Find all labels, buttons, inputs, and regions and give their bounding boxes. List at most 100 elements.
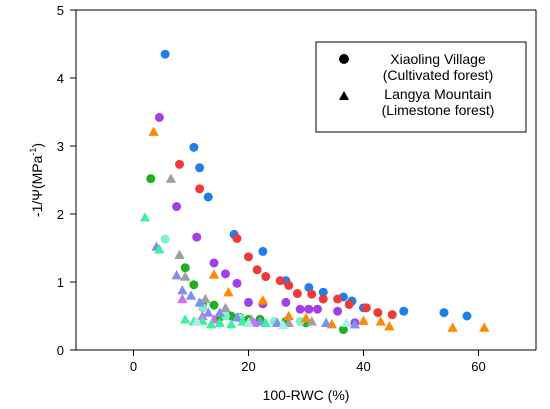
y-axis-title-sup: -1 — [28, 148, 38, 156]
data-point-triangle — [254, 316, 266, 326]
data-point-circle — [232, 233, 242, 243]
data-point-triangle — [283, 317, 294, 327]
legend: Xiaoling Village (Cultivated forest) Lan… — [315, 41, 527, 133]
data-point-circle — [318, 294, 328, 304]
data-point-circle — [252, 265, 262, 275]
y-axis-title-main: -1/Ψ(MPa — [29, 155, 45, 217]
legend-label-0-line1: Xiaoling Village — [390, 51, 486, 67]
data-point-circle — [333, 294, 343, 304]
data-point-triangle — [214, 307, 225, 317]
data-point-triangle — [185, 290, 197, 300]
data-point-circle — [232, 278, 242, 288]
data-point-triangle — [479, 322, 490, 332]
data-point-circle — [399, 306, 409, 316]
data-point-triangle — [349, 318, 361, 329]
data-point-circle — [387, 310, 397, 320]
data-point-circle — [318, 287, 328, 297]
data-point-triangle — [243, 317, 254, 327]
y-axis-title-close: ) — [29, 143, 45, 148]
data-point-circle — [284, 280, 294, 290]
y-axis-title: -1/Ψ(MPa-1) — [28, 143, 45, 217]
legend-label-1-line1: Langya Mountain — [384, 86, 491, 102]
x-tick-label: 0 — [130, 359, 137, 374]
data-point-triangle — [375, 316, 386, 326]
y-tick-label: 5 — [57, 3, 64, 18]
data-point-circle — [160, 49, 170, 59]
data-point-triangle — [177, 293, 188, 304]
data-point-circle — [154, 112, 164, 122]
data-point-circle — [462, 311, 472, 321]
data-point-circle — [281, 297, 291, 307]
data-point-triangle — [226, 318, 237, 329]
data-point-triangle — [384, 321, 395, 331]
data-point-triangle — [205, 318, 217, 329]
y-tick-label: 1 — [57, 275, 64, 290]
data-point-circle — [146, 174, 156, 184]
data-point-triangle — [191, 316, 202, 326]
data-point-triangle — [283, 310, 294, 321]
data-point-triangle — [214, 317, 225, 327]
data-point-triangle — [260, 317, 271, 327]
x-tick-label: 60 — [471, 359, 485, 374]
data-point-triangle — [177, 284, 188, 295]
data-point-circle — [209, 300, 219, 310]
data-point-circle — [180, 263, 190, 273]
data-point-triangle — [257, 295, 269, 305]
data-point-triangle — [197, 310, 208, 321]
data-point-triangle — [277, 319, 289, 329]
data-point-circle — [338, 325, 348, 335]
legend-box — [315, 41, 527, 133]
data-point-circle — [295, 304, 305, 314]
data-point-circle — [244, 252, 253, 262]
legend-triangle-marker — [339, 91, 349, 100]
x-tick-label: 20 — [241, 359, 255, 374]
data-point-triangle — [320, 317, 332, 327]
data-point-circle — [304, 282, 314, 292]
data-point-triangle — [272, 317, 283, 327]
y-tick-label: 2 — [57, 207, 64, 222]
y-tick-label: 3 — [57, 139, 64, 154]
y-tick-label: 0 — [57, 343, 64, 358]
data-point-triangle — [341, 317, 352, 327]
data-point-circle — [172, 202, 182, 212]
data-point-triangle — [203, 307, 214, 317]
legend-circle-marker — [339, 54, 349, 64]
data-point-triangle — [231, 312, 243, 322]
data-point-triangle — [180, 271, 191, 281]
data-point-triangle — [148, 126, 159, 136]
data-point-circle — [307, 289, 317, 299]
data-point-triangle — [306, 316, 317, 326]
legend-label-1-line2: (Limestone forest) — [382, 102, 495, 118]
data-point-triangle — [154, 244, 165, 254]
data-point-circle — [160, 234, 170, 244]
plot-area — [75, 9, 537, 351]
data-points — [139, 49, 490, 335]
data-point-circle — [361, 303, 371, 313]
x-axis-title: 100-RWC (%) — [263, 387, 350, 403]
data-point-circle — [195, 163, 205, 173]
data-point-circle — [333, 306, 343, 316]
data-point-circle — [304, 304, 314, 314]
data-point-circle — [258, 246, 268, 256]
data-point-circle — [292, 289, 302, 299]
data-point-triangle — [139, 212, 151, 222]
data-point-triangle — [300, 312, 312, 323]
x-tick-label: 40 — [356, 359, 370, 374]
data-point-triangle — [180, 314, 191, 324]
data-point-triangle — [171, 270, 182, 280]
data-point-circle — [261, 272, 271, 282]
data-point-circle — [175, 159, 184, 169]
y-tick-label: 4 — [57, 71, 64, 86]
data-point-circle — [439, 308, 449, 318]
data-point-triangle — [208, 269, 220, 279]
data-point-circle — [313, 304, 322, 314]
data-point-circle — [209, 258, 219, 268]
data-point-circle — [275, 276, 285, 286]
data-point-triangle — [194, 297, 205, 307]
data-point-triangle — [358, 315, 369, 325]
data-point-circle — [189, 142, 199, 152]
data-point-circle — [373, 308, 383, 318]
data-point-triangle — [223, 287, 234, 297]
data-point-triangle — [200, 293, 211, 304]
